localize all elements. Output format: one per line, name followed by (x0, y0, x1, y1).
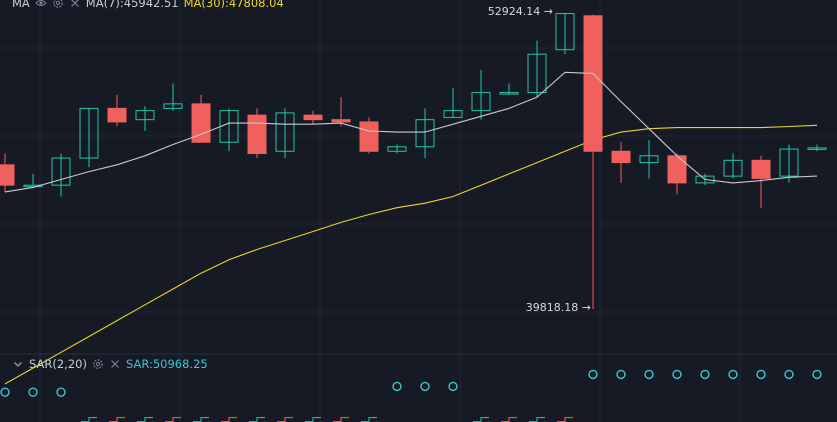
candle-body (163, 103, 183, 109)
candle-body (611, 150, 631, 164)
sar-step (277, 417, 293, 422)
candle-body (331, 119, 351, 123)
sar-dot (56, 387, 66, 397)
sar-step (557, 417, 573, 422)
high-price-label: 52924.14 → (487, 5, 553, 18)
candle-body (359, 121, 379, 152)
sar-step (221, 417, 237, 422)
sar-step (249, 417, 265, 422)
candle-body (79, 107, 99, 159)
close-icon[interactable] (109, 358, 121, 370)
candle-body (779, 148, 799, 177)
sar-dot (784, 369, 794, 380)
ma7-layer (4, 71, 818, 193)
candle-body (51, 157, 71, 186)
sar-dot (588, 369, 598, 380)
sar-value: SAR:50968.25 (125, 357, 208, 371)
sar-step (81, 417, 97, 422)
candle-body (275, 112, 295, 152)
candle-body (667, 155, 687, 184)
sar-dot (812, 369, 822, 380)
sar-step (361, 417, 377, 422)
candle-body (695, 175, 715, 184)
candle-body (583, 15, 603, 152)
ma-legend: MA MA(7):45942.51 MA(30):47808.04 (12, 0, 284, 11)
ma30-line (4, 124, 818, 385)
candle-body (107, 107, 127, 123)
candle-body (0, 164, 15, 186)
chevron-down-icon[interactable] (12, 358, 24, 370)
candle-body (415, 119, 435, 148)
sar-layer (0, 369, 822, 422)
sar-dot (28, 387, 38, 397)
candles-layer (0, 13, 827, 309)
ma-indicator-label: MA (12, 0, 30, 10)
ma7-value: MA(7):45942.51 (85, 0, 179, 10)
candle-body (135, 110, 155, 121)
candle-body (527, 53, 547, 94)
candle-body (723, 159, 743, 177)
candle-body (751, 159, 771, 179)
sar-dot (392, 381, 402, 392)
sar-dot (700, 369, 710, 380)
low-price-label: 39818.18 → (525, 300, 591, 314)
candle-body (247, 114, 267, 155)
eye-icon[interactable] (35, 0, 47, 9)
candle-body (387, 146, 407, 152)
candle-body (303, 114, 323, 121)
candle-body (471, 92, 491, 112)
settings-icon[interactable] (52, 0, 64, 9)
candle-body (639, 155, 659, 164)
sar-step (109, 417, 125, 422)
sar-dot (644, 369, 654, 380)
candle-body (23, 184, 43, 188)
sar-step (529, 417, 545, 422)
candle-body (499, 92, 519, 95)
sar-step (473, 417, 489, 422)
close-icon[interactable] (69, 0, 81, 9)
sar-dot (616, 369, 626, 380)
sar-indicator-label: SAR(2,20) (29, 357, 87, 371)
sar-dot (672, 369, 682, 380)
sar-step (305, 417, 321, 422)
settings-icon[interactable] (92, 358, 104, 370)
candle-body (555, 13, 575, 51)
ma30-value: MA(30):47808.04 (183, 0, 284, 10)
sar-dot (448, 381, 458, 392)
sar-step (137, 417, 153, 422)
ma7-line (4, 71, 818, 193)
candle-body (807, 147, 827, 150)
sar-dot (0, 387, 10, 397)
ma30-layer (4, 124, 818, 385)
sar-legend: SAR(2,20) SAR:50968.25 (12, 356, 208, 372)
candle-body (443, 110, 463, 118)
sar-step (333, 417, 349, 422)
sar-dot (420, 381, 430, 392)
sar-dot (756, 369, 766, 380)
sar-step (193, 417, 209, 422)
sar-step (501, 417, 517, 422)
sar-step (165, 417, 181, 422)
sar-dot (728, 369, 738, 380)
